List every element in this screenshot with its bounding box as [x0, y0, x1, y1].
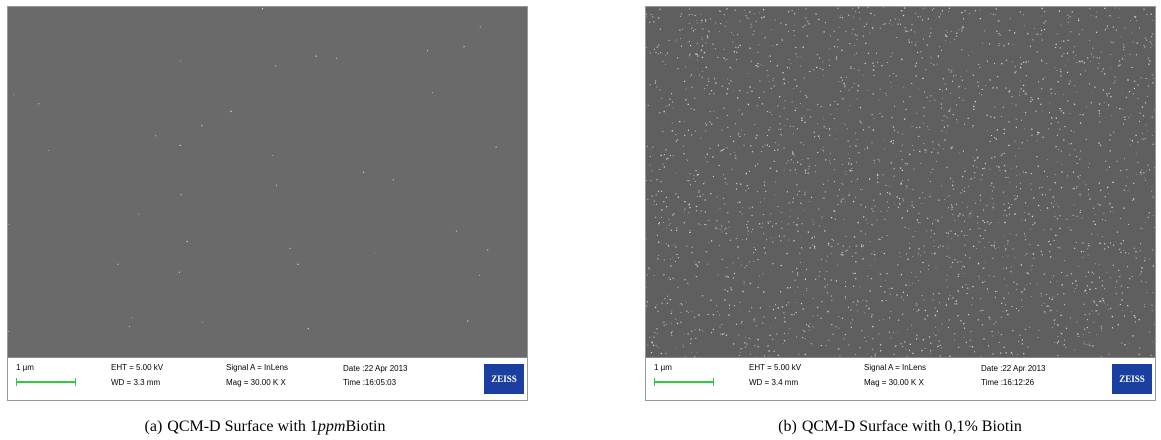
scale-bar: [16, 381, 76, 383]
caption: (b) QCM-D Surface with 0,1% Biotin: [778, 418, 1022, 436]
eht: EHT = 5.00 kV: [111, 363, 163, 372]
eht: EHT = 5.00 kV: [749, 363, 801, 372]
caption-label: (b): [778, 418, 797, 435]
wd: WD = 3.3 mm: [111, 378, 160, 387]
logo: ZEISS: [1112, 364, 1152, 394]
scale-bar: [654, 381, 714, 383]
caption: (a)QCM-D Surface with 1ppmBiotin: [145, 418, 386, 436]
logo: ZEISS: [484, 364, 524, 394]
sem-image: 1 µm EHT = 5.00 kV WD = 3.4 mm Signal A = I…: [645, 6, 1156, 401]
time: Time :16:12:26: [981, 378, 1034, 387]
date: Date :22 Apr 2013: [343, 364, 408, 373]
scale-label: 1 µm: [654, 363, 672, 372]
date: Date :22 Apr 2013: [981, 364, 1046, 373]
micrograph: [646, 7, 1155, 359]
info-bar: 1 µm EHT = 5.00 kV WD = 3.4 mm Signal A = I…: [646, 357, 1155, 400]
time: Time :16:05:03: [343, 378, 396, 387]
caption-text: QCM-D Surface with 1: [167, 418, 318, 435]
caption-after: Biotin: [345, 418, 385, 435]
background: [646, 7, 1155, 359]
mag: Mag = 30.00 K X: [226, 378, 286, 387]
scale-label: 1 µm: [16, 363, 34, 372]
mag: Mag = 30.00 K X: [864, 378, 924, 387]
background: [8, 7, 527, 359]
signal: Signal A = InLens: [226, 363, 288, 372]
signal: Signal A = InLens: [864, 363, 926, 372]
caption-label: (a): [145, 418, 163, 435]
info-bar: 1 µm EHT = 5.00 kV WD = 3.3 mm Signal A = I…: [8, 357, 527, 400]
page: 1 µm EHT = 5.00 kV WD = 3.3 mm Signal A = I…: [0, 0, 1161, 440]
wd: WD = 3.4 mm: [749, 378, 798, 387]
caption-text: QCM-D Surface with 0,1% Biotin: [802, 418, 1022, 435]
micrograph: [8, 7, 527, 359]
caption-italic: ppm: [318, 418, 346, 435]
sem-image: 1 µm EHT = 5.00 kV WD = 3.3 mm Signal A = I…: [7, 6, 528, 401]
